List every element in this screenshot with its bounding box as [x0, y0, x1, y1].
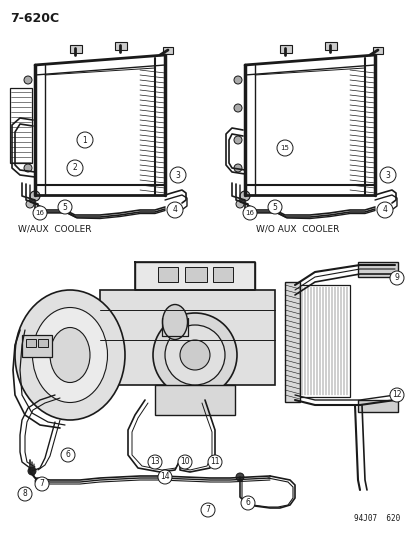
Text: 12: 12	[391, 391, 401, 400]
Circle shape	[67, 160, 83, 176]
Circle shape	[233, 136, 242, 144]
Circle shape	[24, 76, 32, 84]
Text: 4: 4	[382, 206, 387, 214]
Circle shape	[240, 191, 249, 201]
Circle shape	[379, 167, 395, 183]
Circle shape	[233, 104, 242, 112]
Circle shape	[180, 340, 209, 370]
Circle shape	[240, 496, 254, 510]
Text: 16: 16	[245, 210, 254, 216]
Circle shape	[61, 448, 75, 462]
Bar	[279, 45, 291, 53]
Circle shape	[18, 487, 32, 501]
Bar	[163, 47, 173, 54]
Bar	[22, 335, 52, 357]
Text: W/AUX  COOLER: W/AUX COOLER	[18, 225, 92, 234]
Circle shape	[389, 388, 403, 402]
Circle shape	[178, 455, 192, 469]
Circle shape	[376, 202, 392, 218]
Ellipse shape	[50, 327, 90, 383]
Circle shape	[35, 477, 49, 491]
Text: 94J07  620: 94J07 620	[353, 514, 399, 523]
Circle shape	[207, 455, 221, 469]
Circle shape	[166, 202, 183, 218]
Bar	[135, 262, 254, 290]
Circle shape	[389, 271, 403, 285]
Bar	[10, 88, 32, 163]
Text: W/O AUX  COOLER: W/O AUX COOLER	[256, 225, 339, 234]
Text: 11: 11	[210, 457, 219, 466]
Circle shape	[58, 200, 72, 214]
Bar	[26, 339, 36, 347]
Circle shape	[267, 200, 281, 214]
Bar	[154, 385, 235, 415]
Text: 3: 3	[175, 171, 180, 180]
Circle shape	[24, 136, 32, 144]
Circle shape	[28, 467, 36, 475]
Text: 6: 6	[65, 450, 70, 459]
Text: 7-620C: 7-620C	[10, 12, 59, 25]
Text: 3: 3	[385, 171, 389, 180]
Bar	[38, 339, 48, 347]
Text: 5: 5	[272, 203, 277, 212]
Bar	[100, 290, 274, 385]
Circle shape	[276, 140, 292, 156]
Circle shape	[30, 191, 40, 201]
Circle shape	[24, 104, 32, 112]
Bar	[299, 285, 349, 397]
Circle shape	[242, 206, 256, 220]
Text: 14: 14	[160, 472, 169, 481]
Text: 4: 4	[172, 206, 177, 214]
Text: 2: 2	[72, 164, 77, 173]
Ellipse shape	[162, 304, 187, 340]
Text: 13: 13	[150, 457, 159, 466]
Circle shape	[233, 76, 242, 84]
Bar	[158, 267, 178, 282]
Circle shape	[147, 455, 161, 469]
Circle shape	[26, 200, 34, 208]
Circle shape	[24, 164, 32, 172]
Text: 9: 9	[394, 273, 399, 282]
Circle shape	[235, 200, 243, 208]
Text: 5: 5	[62, 203, 67, 212]
Circle shape	[35, 478, 41, 484]
Bar	[357, 262, 397, 277]
Text: 8: 8	[23, 489, 27, 498]
Bar	[357, 400, 397, 412]
Bar	[185, 267, 206, 282]
Text: 16: 16	[36, 210, 44, 216]
Bar	[284, 282, 299, 402]
Ellipse shape	[15, 290, 125, 420]
Bar	[115, 42, 127, 50]
Circle shape	[170, 167, 185, 183]
Bar	[212, 267, 233, 282]
Text: 10: 10	[180, 457, 189, 466]
Text: 1: 1	[83, 135, 87, 144]
Text: 7: 7	[205, 505, 210, 514]
Circle shape	[77, 132, 93, 148]
Text: 7: 7	[40, 480, 44, 489]
Bar	[372, 47, 382, 54]
Circle shape	[158, 470, 171, 484]
Circle shape	[235, 473, 243, 481]
Circle shape	[233, 164, 242, 172]
Circle shape	[33, 206, 47, 220]
Ellipse shape	[33, 308, 107, 402]
Bar	[70, 45, 82, 53]
Circle shape	[165, 325, 224, 385]
Circle shape	[153, 313, 236, 397]
Text: 6: 6	[245, 498, 250, 507]
Text: 15: 15	[280, 145, 289, 151]
Bar	[324, 42, 336, 50]
Circle shape	[201, 503, 214, 517]
